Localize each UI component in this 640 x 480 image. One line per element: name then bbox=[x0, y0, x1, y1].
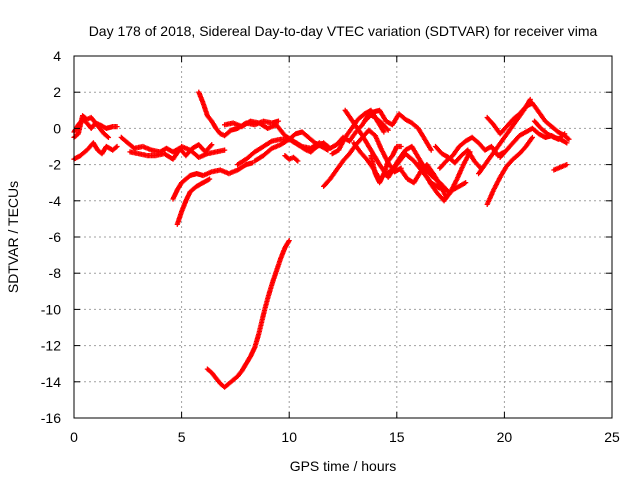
y-tick-label: 2 bbox=[53, 84, 61, 100]
x-tick-label: 0 bbox=[70, 429, 78, 445]
y-tick-label: -10 bbox=[41, 301, 61, 317]
series-arc-v bbox=[415, 149, 473, 204]
plus-markers bbox=[415, 149, 473, 204]
y-tick-label: -16 bbox=[41, 410, 61, 426]
y-tick-label: 4 bbox=[53, 48, 61, 64]
plus-markers bbox=[531, 118, 570, 146]
series-arc-i bbox=[174, 176, 213, 227]
x-tick-label: 25 bbox=[604, 429, 620, 445]
y-tick-label: -2 bbox=[49, 157, 62, 173]
plus-markers bbox=[364, 107, 434, 153]
y-tick-label: -12 bbox=[41, 338, 61, 354]
x-tick-label: 5 bbox=[178, 429, 186, 445]
x-axis-label: GPS time / hours bbox=[290, 458, 397, 474]
plus-markers bbox=[204, 238, 292, 390]
plus-markers bbox=[432, 143, 484, 171]
y-tick-label: -14 bbox=[41, 374, 61, 390]
series-arc-m bbox=[204, 238, 292, 390]
plus-markers bbox=[321, 127, 404, 189]
x-tick-label: 10 bbox=[281, 429, 297, 445]
series-arc-t bbox=[364, 107, 434, 153]
plus-markers bbox=[174, 176, 213, 227]
plus-markers bbox=[551, 162, 570, 173]
series-arc-e bbox=[127, 143, 228, 162]
y-axis-label: SDTVAR / TECUs bbox=[5, 181, 21, 293]
plus-markers bbox=[437, 134, 507, 171]
series-arc-s bbox=[368, 143, 404, 186]
plus-markers bbox=[71, 140, 120, 162]
data-markers bbox=[71, 89, 572, 390]
x-tick-label: 20 bbox=[497, 429, 513, 445]
plus-markers bbox=[170, 160, 256, 202]
y-tick-label: -4 bbox=[49, 193, 62, 209]
series-arc-ab bbox=[484, 100, 572, 142]
plus-markers bbox=[484, 134, 535, 207]
plus-markers bbox=[282, 153, 301, 164]
series-arc-x bbox=[432, 143, 484, 171]
chart-title: Day 178 of 2018, Sidereal Day-to-day VTE… bbox=[89, 23, 598, 39]
plus-markers bbox=[368, 143, 404, 186]
y-tick-label: 0 bbox=[53, 120, 61, 136]
series-arc-o bbox=[321, 127, 404, 189]
series-arc-y bbox=[484, 134, 535, 207]
y-tick-label: -8 bbox=[49, 265, 62, 281]
series-arc-ad bbox=[551, 162, 570, 173]
plus-markers bbox=[127, 143, 228, 162]
series-arc-h bbox=[170, 160, 256, 202]
series-arc-c bbox=[71, 140, 120, 162]
series-arc-ac bbox=[531, 118, 570, 146]
x-tick-label: 15 bbox=[389, 429, 405, 445]
series-arc-l bbox=[282, 153, 301, 164]
plus-markers bbox=[484, 100, 572, 142]
series-arc-w bbox=[437, 134, 507, 171]
y-tick-label: -6 bbox=[49, 229, 62, 245]
